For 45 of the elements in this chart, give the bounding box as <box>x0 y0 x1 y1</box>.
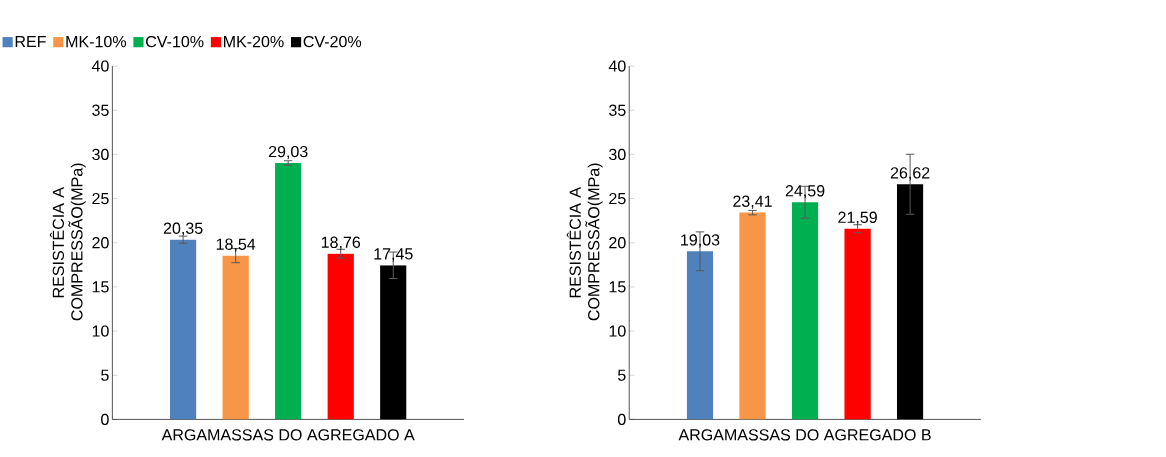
y-tick-label: 10 <box>92 325 109 337</box>
bar <box>327 253 354 420</box>
bar <box>275 163 302 420</box>
x-axis-title: ARGAMASSAS DO AGREGADO A <box>161 429 415 441</box>
data-label: 19,03 <box>681 234 720 248</box>
data-label: 20,35 <box>163 222 203 236</box>
y-tick-label: 35 <box>92 104 109 117</box>
data-label: 24,59 <box>785 185 825 199</box>
bar <box>222 255 249 420</box>
y-tick-label: 25 <box>92 193 109 205</box>
y-tick-label: 30 <box>92 148 109 161</box>
y-tick-label: 20 <box>92 237 109 249</box>
data-label: 17,45 <box>374 248 413 262</box>
data-label: 21,59 <box>838 211 877 226</box>
y-tick-label: 30 <box>609 148 626 161</box>
data-label: 18,54 <box>216 238 256 252</box>
y-tick-label: 5 <box>617 369 626 381</box>
legend-label: CV-10% <box>146 36 204 48</box>
y-tick-label: 0 <box>617 413 626 426</box>
y-tick-label: 5 <box>101 369 109 381</box>
y-tick-label: 0 <box>101 413 109 426</box>
legend-label: MK-10% <box>66 36 127 48</box>
bar <box>791 202 819 420</box>
y-tick-label: 40 <box>91 60 109 72</box>
data-label: 23,41 <box>733 195 772 209</box>
y-tick-label: 10 <box>609 325 626 337</box>
y-tick-label: 15 <box>92 281 109 293</box>
y-axis-title: RESISTÊCIA A COMPRESSÃO(MPa) <box>566 163 603 321</box>
data-label: 26,62 <box>890 167 930 181</box>
y-axis-title: RESISTÊCIA A COMPRESSÃO(MPa) <box>49 163 86 321</box>
bar <box>169 239 197 420</box>
legend-label: CV-20% <box>303 36 362 48</box>
y-tick-label: 20 <box>609 237 626 249</box>
y-tick-label: 40 <box>608 60 626 72</box>
y-tick-label: 35 <box>609 104 626 117</box>
x-axis-title: ARGAMASSAS DO AGREGADO B <box>678 429 931 441</box>
bar <box>844 228 871 420</box>
legend-label: REF <box>15 36 46 48</box>
y-tick-label: 25 <box>609 193 626 205</box>
legend-label: MK-20% <box>224 36 284 48</box>
bar <box>739 212 766 420</box>
bar <box>686 251 714 420</box>
data-label: 18,76 <box>321 236 361 251</box>
data-label: 29,03 <box>268 146 308 160</box>
y-tick-label: 15 <box>609 281 626 293</box>
